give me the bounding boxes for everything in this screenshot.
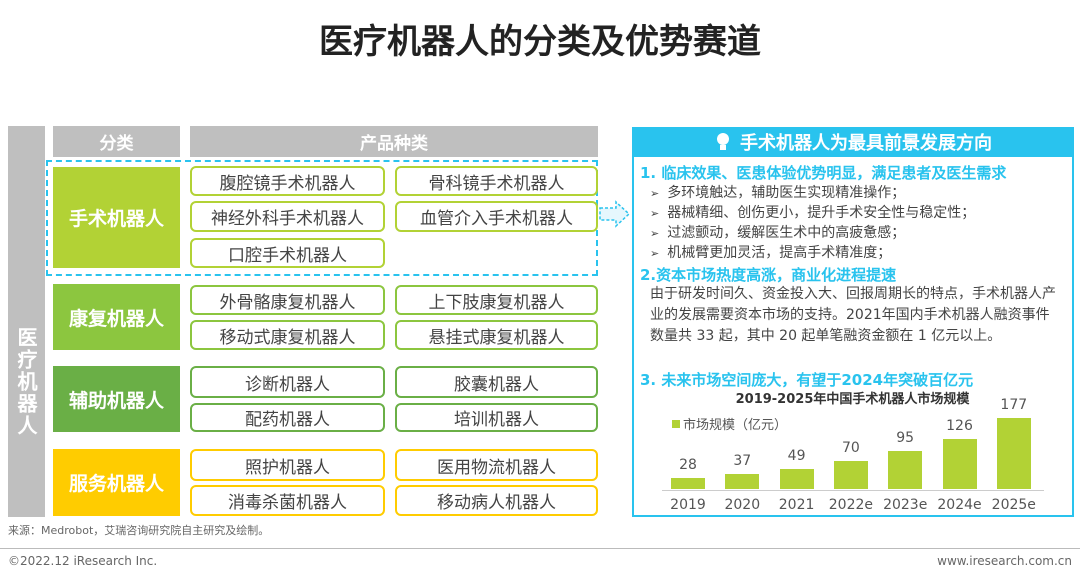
section-1-heading: 1. 临床效果、医患体验优势明显，满足患者及医生需求 bbox=[640, 164, 1007, 182]
product-item: 口腔手术机器人 bbox=[190, 238, 385, 268]
header-products: 产品种类 bbox=[190, 126, 598, 157]
data-label: 28 bbox=[679, 456, 697, 473]
chart-baseline bbox=[662, 490, 1044, 491]
x-tick-label: 2019 bbox=[670, 497, 706, 513]
bullet-marker-icon: ➢ bbox=[650, 207, 660, 220]
x-tick-label: 2021 bbox=[778, 497, 815, 513]
data-label: 70 bbox=[841, 440, 860, 456]
panel-title: 手术机器人为最具前景发展方向 bbox=[740, 133, 992, 154]
bullet-text: 器械精细、创伤更小，提升手术安全性与稳定性； bbox=[667, 205, 976, 221]
bullet-text: 多环境触达，辅助医生实现精准操作； bbox=[667, 185, 906, 201]
bar-2025e bbox=[996, 418, 1031, 489]
product-item: 移动病人机器人 bbox=[395, 485, 598, 516]
product-item: 神经外科手术机器人 bbox=[190, 201, 385, 232]
category-3: 服务机器人 bbox=[53, 449, 180, 516]
panel-header: 手术机器人为最具前景发展方向 bbox=[632, 127, 1074, 157]
section-3-heading: 3. 未来市场空间庞大，有望于2024年突破百亿元 bbox=[640, 371, 974, 389]
category-1: 康复机器人 bbox=[53, 284, 180, 350]
data-label: 37 bbox=[733, 453, 752, 470]
data-label: 177 bbox=[1000, 397, 1028, 414]
header-category: 分类 bbox=[53, 126, 180, 157]
chart-title: 2019-2025年中国手术机器人市场规模 bbox=[735, 392, 970, 407]
website: www.iresearch.com.cn bbox=[937, 554, 1072, 568]
arrow-right-icon bbox=[599, 200, 631, 228]
x-tick-label: 2020 bbox=[724, 497, 761, 513]
bullet-marker-icon: ➢ bbox=[650, 187, 660, 200]
product-item: 培训机器人 bbox=[395, 403, 598, 432]
product-item: 悬挂式康复机器人 bbox=[395, 320, 598, 350]
bullet-text: 过滤颤动，缓解医生术中的高疲惫感； bbox=[667, 225, 906, 241]
x-tick-label: 2022e bbox=[828, 497, 874, 513]
page-title: 医疗机器人的分类及优势赛道 bbox=[319, 22, 761, 62]
bar-2020 bbox=[725, 474, 760, 489]
bullet-text: 机械臂更加灵活，提高手术精准度； bbox=[667, 245, 892, 261]
data-label: 95 bbox=[896, 430, 915, 446]
product-item: 医用物流机器人 bbox=[395, 449, 598, 481]
product-item: 照护机器人 bbox=[190, 449, 385, 481]
bar-2023e bbox=[888, 451, 923, 489]
bullet-marker-icon: ➢ bbox=[650, 247, 660, 260]
x-tick-label: 2024e bbox=[937, 497, 982, 513]
source-note: 来源：Medrobot，艾瑞咨询研究院自主研究及绘制。 bbox=[8, 524, 270, 537]
bullet-item: ➢ 过滤颤动，缓解医生术中的高疲惫感； bbox=[650, 222, 905, 242]
data-label: 126 bbox=[946, 417, 973, 434]
product-item: 上下肢康复机器人 bbox=[395, 285, 598, 315]
bullet-marker-icon: ➢ bbox=[650, 227, 660, 240]
category-0: 手术机器人 bbox=[53, 167, 180, 268]
product-item: 移动式康复机器人 bbox=[190, 320, 385, 350]
product-item: 胶囊机器人 bbox=[395, 366, 598, 398]
bullet-item: ➢ 器械精细、创伤更小，提升手术安全性与稳定性； bbox=[650, 202, 975, 222]
legend-swatch bbox=[672, 419, 680, 428]
product-item: 消毒杀菌机器人 bbox=[190, 485, 385, 516]
left-label: 医疗机器人 bbox=[8, 126, 45, 517]
product-item: 配药机器人 bbox=[190, 403, 385, 432]
bar-2021 bbox=[779, 469, 814, 489]
product-item: 腹腔镜手术机器人 bbox=[190, 166, 385, 196]
x-tick-label: 2023e bbox=[883, 497, 928, 513]
lightbulb-icon bbox=[717, 133, 729, 150]
bar-2024e bbox=[942, 438, 977, 489]
section-2-heading: 2.资本市场热度高涨，商业化进程提速 bbox=[640, 266, 897, 284]
product-item: 血管介入手术机器人 bbox=[395, 201, 598, 232]
bar-2022e bbox=[833, 461, 868, 489]
product-item: 外骨骼康复机器人 bbox=[190, 285, 385, 315]
x-tick-label: 2025e bbox=[991, 497, 1036, 513]
bar-2019 bbox=[671, 477, 705, 489]
copyright: ©2022.12 iResearch Inc. bbox=[8, 554, 158, 568]
data-label: 49 bbox=[787, 448, 806, 465]
section-2-text: 由于研发时间久、资金投入大、回报周期长的特点，手术机器人产业的发展需要资本市场的… bbox=[650, 286, 1056, 344]
product-item: 诊断机器人 bbox=[190, 366, 385, 398]
product-item: 骨科镜手术机器人 bbox=[395, 166, 598, 196]
footer-divider bbox=[0, 548, 1080, 549]
category-2: 辅助机器人 bbox=[53, 366, 180, 432]
bullet-item: ➢ 多环境触达，辅助医生实现精准操作； bbox=[650, 182, 905, 202]
chart-legend: 市场规模（亿元） bbox=[672, 414, 787, 433]
bullet-item: ➢ 机械臂更加灵活，提高手术精准度； bbox=[650, 242, 891, 262]
legend-label: 市场规模（亿元） bbox=[683, 418, 788, 433]
